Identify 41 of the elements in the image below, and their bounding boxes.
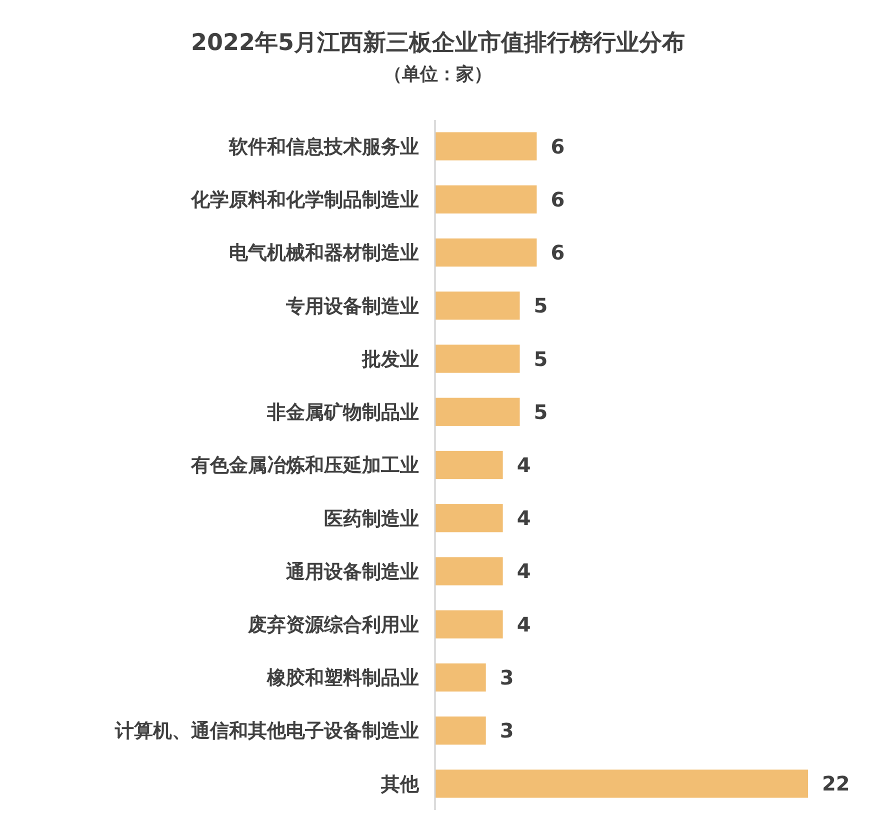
bar	[435, 238, 537, 267]
data-label: 4	[516, 453, 531, 477]
data-label: 6	[550, 187, 565, 212]
bar	[435, 663, 486, 692]
data-label: 5	[534, 346, 548, 371]
data-label: 4	[516, 559, 531, 584]
bar	[435, 716, 486, 745]
data-label: 6	[550, 134, 565, 158]
data-label: 6	[550, 240, 565, 265]
y-tick-label: 废弃资源综合利用业	[247, 614, 419, 636]
data-label: 22	[822, 772, 850, 796]
y-tick-label: 非金属矿物制品业	[266, 402, 419, 424]
bar	[435, 398, 520, 426]
y-tick-label: 橡胶和塑料制品业	[266, 667, 419, 690]
bar	[435, 185, 537, 214]
y-tick-label: 通用设备制造业	[285, 560, 419, 583]
bar	[435, 557, 503, 586]
chart-title: 2022年5月江西新三板企业市值排行榜行业分布	[190, 29, 686, 56]
y-tick-label: 电气机械和器材制造业	[229, 242, 419, 264]
data-label: 3	[500, 665, 514, 690]
data-label: 3	[500, 718, 514, 743]
chart-subtitle: （单位：家）	[384, 64, 492, 85]
bar	[435, 770, 808, 798]
bar	[435, 450, 503, 480]
y-tick-label: 医药制造业	[324, 508, 419, 530]
data-label: 4	[516, 506, 531, 530]
y-tick-label: 其他	[380, 773, 420, 796]
data-label: 5	[534, 400, 548, 424]
bar	[435, 504, 503, 532]
data-label: 4	[516, 612, 531, 636]
y-tick-label: 软件和信息技术服务业	[228, 136, 419, 158]
y-tick-label: 化学原料和化学制品制造业	[190, 189, 419, 212]
y-tick-label: 有色金属冶炼和压延加工业	[190, 454, 419, 477]
bar	[435, 610, 503, 638]
y-tick-label: 批发业	[361, 348, 419, 370]
bar	[435, 132, 537, 160]
data-label: 5	[534, 294, 548, 318]
bar	[435, 292, 520, 320]
y-tick-label: 专用设备制造业	[285, 295, 419, 318]
y-tick-label: 计算机、通信和其他电子设备制造业	[114, 720, 419, 742]
bar	[435, 344, 520, 373]
